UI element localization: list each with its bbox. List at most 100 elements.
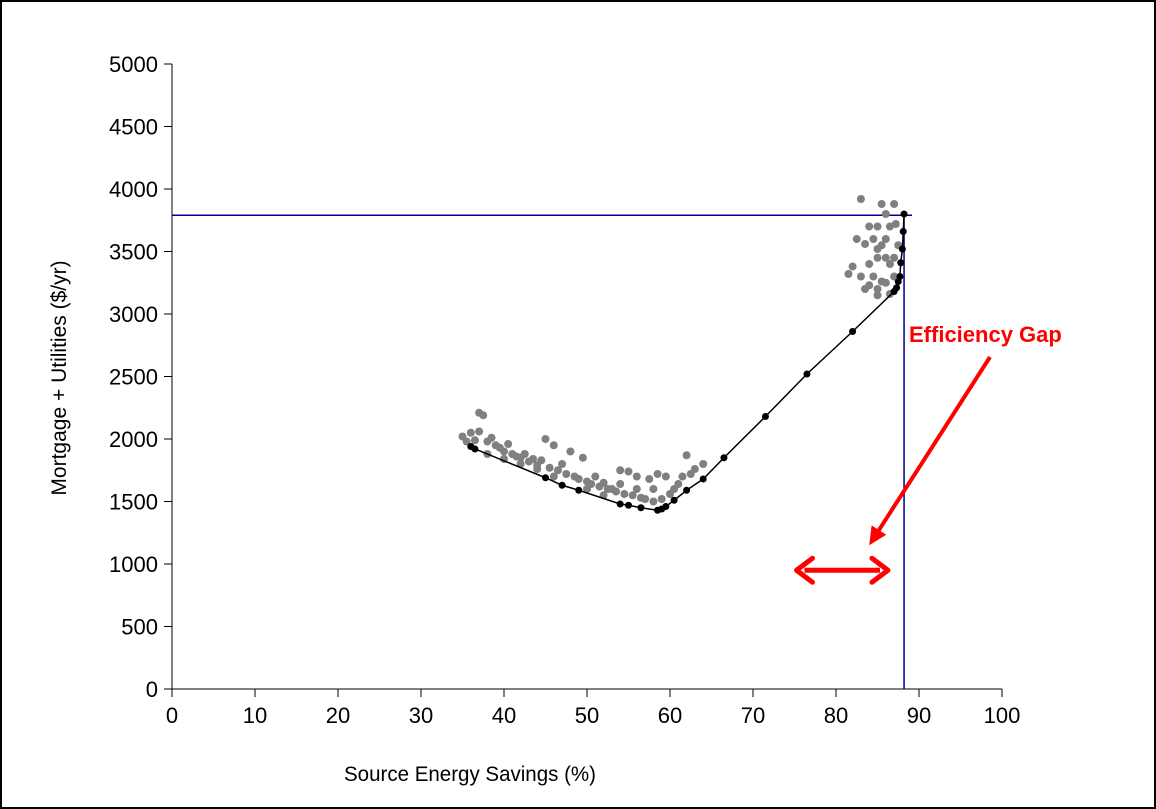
gray-point — [674, 480, 683, 488]
gray-point — [869, 272, 878, 281]
gray-point — [541, 435, 550, 443]
gray-point — [856, 272, 865, 281]
gray-point — [500, 447, 508, 456]
gap-arrow-left-head — [794, 555, 815, 585]
y-tick-label: 3500 — [109, 240, 158, 265]
gray-point — [649, 485, 658, 493]
gray-point — [865, 222, 874, 231]
black-point — [575, 486, 583, 494]
efficiency-gap-label: Efficiency Gap — [909, 322, 1062, 347]
gray-point — [479, 411, 488, 420]
gap-arrow-right-head — [869, 555, 891, 585]
gray-point — [649, 497, 658, 506]
gray-point — [885, 260, 894, 268]
x-tick-label: 70 — [741, 703, 765, 728]
y-tick-label: 0 — [146, 677, 158, 702]
black-point — [558, 481, 566, 489]
y-tick-label: 5000 — [109, 52, 158, 77]
black-series — [467, 210, 908, 514]
x-tick-label: 50 — [575, 703, 599, 728]
black-point — [471, 445, 479, 453]
gray-point — [885, 222, 894, 231]
y-tick-label: 500 — [121, 615, 158, 640]
gray-point — [873, 291, 882, 300]
x-tick-label: 100 — [984, 703, 1021, 728]
black-point — [896, 273, 904, 280]
gray-point — [558, 460, 567, 468]
gray-point — [877, 200, 886, 208]
gray-point — [653, 470, 662, 478]
gray-point — [890, 200, 899, 208]
gray-point — [881, 253, 890, 262]
gray-point — [462, 437, 471, 446]
black-point — [542, 474, 549, 482]
x-tick-label: 30 — [409, 703, 433, 728]
gray-point — [583, 485, 591, 493]
gray-point — [657, 495, 666, 503]
x-tick-label: 40 — [492, 703, 516, 728]
black-point — [900, 210, 908, 218]
x-tick-label: 10 — [243, 703, 267, 728]
y-tick-label: 2500 — [109, 365, 158, 390]
black-point — [898, 245, 906, 253]
black-point — [699, 475, 707, 483]
gray-point — [612, 487, 621, 496]
gray-point — [620, 490, 629, 498]
x-tick-label: 90 — [907, 703, 931, 728]
gray-point — [549, 441, 558, 450]
black-point — [625, 501, 632, 509]
x-axis-title: Source Energy Savings (%) — [344, 763, 596, 786]
gray-point — [553, 466, 562, 475]
gray-point — [690, 465, 699, 473]
axes: 0 10 20 30 40 50 60 70 80 90 100050010001500200025… — [109, 52, 1020, 728]
gray-point — [520, 450, 529, 458]
black-point — [897, 259, 905, 267]
gray-point — [877, 241, 886, 250]
gray-point — [881, 210, 890, 218]
y-axis-title: Mortgage + Utilities ($/yr) — [48, 260, 71, 495]
gray-point — [632, 472, 641, 481]
gray-point — [475, 427, 484, 436]
gray-point — [881, 235, 890, 243]
gray-point — [578, 453, 587, 462]
gray-point — [661, 472, 670, 481]
gray-point — [574, 475, 583, 483]
gray-point — [624, 467, 633, 476]
gray-point — [890, 272, 899, 281]
y-tick-label: 3000 — [109, 302, 158, 327]
gray-point — [869, 235, 878, 243]
gray-point — [881, 278, 890, 287]
y-tick-label: 1500 — [109, 490, 158, 515]
y-tick-label: 1000 — [109, 552, 158, 577]
y-tick-label: 4500 — [109, 115, 158, 140]
gray-series — [458, 195, 903, 506]
gray-point — [566, 447, 575, 456]
black-point — [670, 496, 678, 504]
black-point — [803, 370, 811, 378]
black-point — [720, 454, 728, 462]
gray-point — [487, 433, 496, 442]
gray-point — [470, 436, 479, 445]
x-tick-label: 60 — [658, 703, 682, 728]
x-tick-label: 20 — [326, 703, 350, 728]
black-point — [761, 413, 769, 420]
gray-point — [861, 285, 870, 293]
gray-point — [856, 195, 865, 203]
gray-point — [628, 491, 637, 500]
gray-point — [562, 470, 571, 478]
gray-point — [591, 472, 600, 481]
gray-point — [537, 456, 546, 465]
gray-point — [844, 270, 853, 278]
black-point — [683, 486, 691, 494]
gray-point — [865, 260, 874, 268]
gray-point — [641, 495, 650, 503]
black-point — [893, 284, 901, 292]
gray-point — [545, 463, 554, 472]
x-tick-label: 80 — [824, 703, 848, 728]
annotation — [794, 355, 992, 585]
arrow-head — [869, 525, 887, 546]
reference-lines — [172, 214, 913, 689]
gray-point — [466, 428, 475, 437]
gray-point — [599, 478, 608, 487]
